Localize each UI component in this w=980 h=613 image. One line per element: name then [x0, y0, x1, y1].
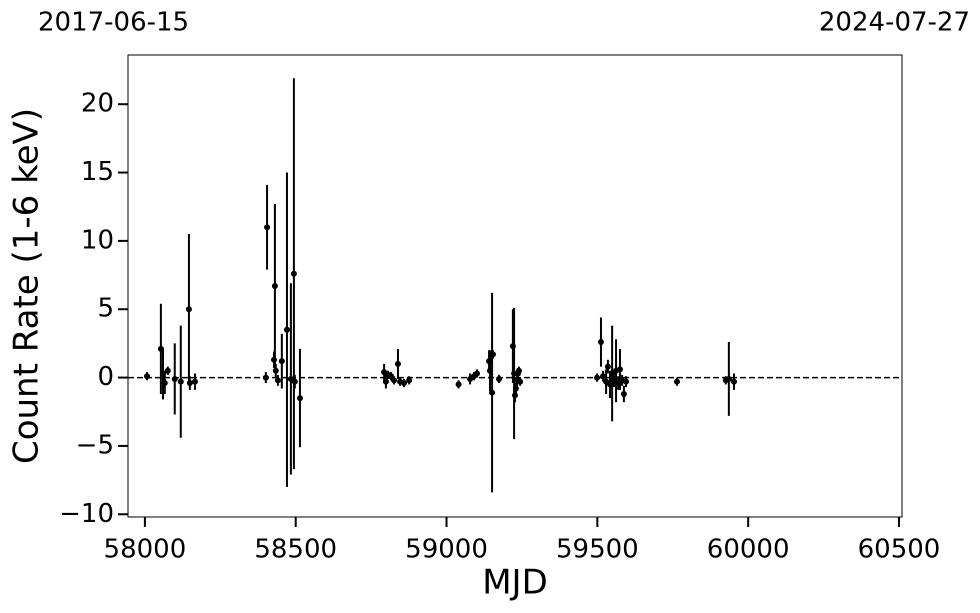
point: [278, 358, 285, 365]
point: [274, 377, 281, 384]
point: [594, 374, 601, 381]
point: [600, 373, 607, 380]
x-tick-label: 59500: [556, 535, 639, 565]
point: [473, 370, 480, 377]
point: [177, 378, 184, 385]
point: [620, 390, 627, 397]
point: [264, 224, 271, 231]
point: [725, 375, 732, 382]
point: [623, 378, 630, 385]
point: [673, 378, 680, 385]
point: [604, 363, 611, 370]
point: [394, 360, 401, 367]
y-tick-label: 20: [81, 89, 114, 119]
point: [161, 380, 168, 387]
point: [489, 351, 496, 358]
y-tick-label: 5: [97, 294, 114, 324]
x-tick-label: 58500: [254, 535, 337, 565]
point: [271, 283, 278, 289]
y-tick-label: 15: [81, 157, 114, 187]
point: [406, 377, 413, 384]
point: [489, 389, 496, 396]
point: [616, 366, 623, 373]
point: [291, 378, 298, 385]
point: [283, 326, 290, 333]
annotation: 2024-07-27: [819, 8, 970, 38]
x-tick-label: 58000: [104, 535, 187, 565]
point: [730, 378, 737, 385]
plot-frame: [127, 54, 903, 518]
point: [455, 381, 462, 388]
point: [597, 339, 604, 346]
point: [515, 367, 522, 374]
point: [391, 377, 398, 384]
point: [388, 373, 395, 380]
x-tick-label: 59000: [405, 535, 488, 565]
x-tick-label: 60000: [707, 535, 790, 565]
y-axis-label: Count Rate (1-6 keV): [7, 108, 47, 464]
annotation: 2017-06-15: [38, 8, 189, 38]
point: [164, 367, 171, 374]
point: [496, 375, 503, 382]
point: [517, 378, 524, 385]
point: [290, 270, 297, 277]
point: [186, 380, 193, 387]
point: [144, 373, 151, 380]
y-tick-label: −10: [59, 499, 114, 529]
y-tick-label: −5: [76, 430, 114, 460]
point: [171, 375, 178, 382]
point: [272, 367, 279, 374]
x-tick-label: 60500: [858, 535, 941, 565]
point: [400, 380, 407, 387]
y-tick-label: 10: [81, 225, 114, 255]
point: [191, 378, 198, 385]
y-tick-label: 0: [97, 362, 114, 392]
x-axis-label: MJD: [482, 563, 548, 603]
point: [185, 306, 192, 313]
point: [262, 374, 269, 381]
point: [382, 378, 389, 385]
point: [296, 395, 303, 402]
